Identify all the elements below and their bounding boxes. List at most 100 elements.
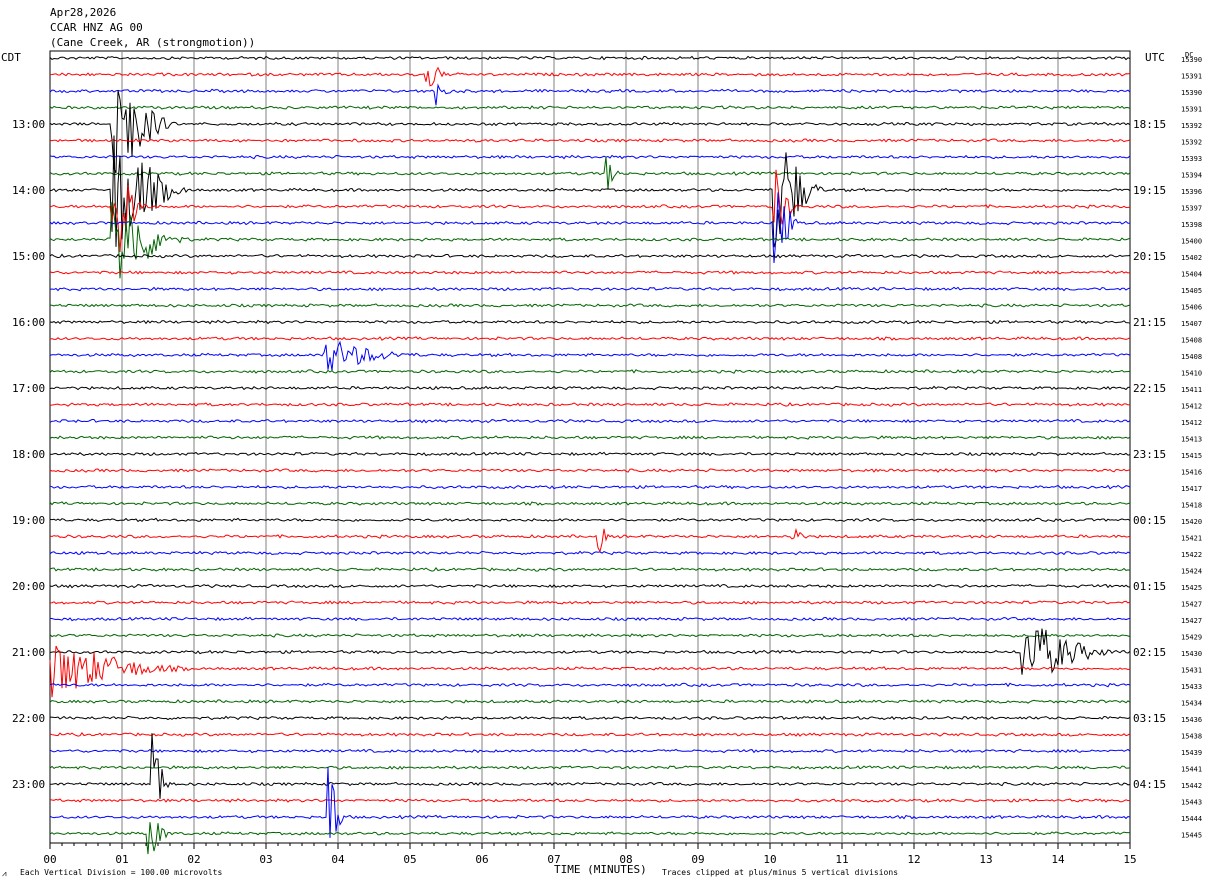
right-hour-label: 04:15 <box>1133 778 1166 791</box>
left-hour-label: 17:00 <box>12 382 45 395</box>
dc-label: 15445 <box>1181 832 1202 840</box>
dc-label: 15400 <box>1181 238 1202 246</box>
trace-line <box>49 105 1131 110</box>
dc-label: 15416 <box>1181 469 1202 477</box>
x-tick-label: 04 <box>331 853 345 866</box>
trace-line <box>49 616 1131 622</box>
dc-label: 15404 <box>1181 271 1202 279</box>
clip-note: Traces clipped at plus/minus 5 vertical … <box>662 868 898 877</box>
trace-line <box>49 154 1131 160</box>
x-tick-label: 08 <box>619 853 632 866</box>
trace-line <box>49 732 1131 737</box>
x-tick-label: 13 <box>979 853 992 866</box>
dc-label: 15408 <box>1181 337 1202 345</box>
header-date: Apr28,2026 <box>50 6 116 19</box>
x-tick-label: 03 <box>259 853 272 866</box>
x-tick-label: 11 <box>835 853 848 866</box>
trace-line <box>49 90 1131 174</box>
left-hour-label: 15:00 <box>12 250 45 263</box>
trace-line <box>49 192 1131 264</box>
trace-line <box>49 385 1131 391</box>
trace-line <box>49 628 1131 675</box>
dc-label: 15430 <box>1181 650 1202 658</box>
left-hour-label: 23:00 <box>12 778 45 791</box>
dc-label: 15439 <box>1181 749 1202 757</box>
right-hour-label: 23:15 <box>1133 448 1166 461</box>
trace-line <box>49 715 1131 721</box>
dc-label: 15443 <box>1181 799 1202 807</box>
left-hour-labels: 13:00 14:00 15:00 16:00 17:00 18:00 19:00 20:00… <box>12 118 45 791</box>
dc-label: 15413 <box>1181 436 1202 444</box>
right-timezone: UTC <box>1145 51 1165 64</box>
trace-line <box>49 633 1131 638</box>
dc-label: 15444 <box>1181 815 1202 823</box>
x-tick-label: 01 <box>115 853 128 866</box>
dc-label: 15397 <box>1181 205 1202 213</box>
x-axis-ticks: 00 01 02 03 04 05 06 07 08 09 10 11 12 13 14 15 <box>43 843 1137 866</box>
trace-line <box>49 822 1131 855</box>
trace-line <box>49 517 1131 523</box>
x-tick-label: 14 <box>1051 853 1065 866</box>
dc-label: 15412 <box>1181 419 1202 427</box>
dc-label: 15438 <box>1181 733 1202 741</box>
dc-label: 15411 <box>1181 386 1202 394</box>
vertical-gridlines <box>121 51 1059 843</box>
x-tick-label: 02 <box>187 853 200 866</box>
trace-line <box>49 550 1131 556</box>
x-tick-label: 06 <box>475 853 488 866</box>
right-hour-label: 22:15 <box>1133 382 1166 395</box>
dc-label: 15407 <box>1181 320 1202 328</box>
dc-label: 15429 <box>1181 634 1202 642</box>
trace-line <box>49 699 1131 704</box>
dc-label: 15410 <box>1181 370 1202 378</box>
dc-label: 15391 <box>1181 106 1202 114</box>
dc-label: 15390 <box>1181 89 1202 97</box>
dc-label: 15431 <box>1181 667 1202 675</box>
trace-line <box>49 451 1131 457</box>
x-axis-label: TIME (MINUTES) <box>554 863 647 876</box>
trace-line <box>49 645 1131 698</box>
dc-label: 15392 <box>1181 122 1202 130</box>
dc-label: 15442 <box>1181 782 1202 790</box>
trace-line <box>49 435 1131 440</box>
right-hour-label: 03:15 <box>1133 712 1166 725</box>
dc-header: DC <box>1185 51 1193 59</box>
left-hour-label: 20:00 <box>12 580 45 593</box>
header-station: CCAR HNZ AG 00 <box>50 21 143 34</box>
dc-label: 15421 <box>1181 535 1202 543</box>
dc-label: 15434 <box>1181 700 1202 708</box>
dc-label: 15424 <box>1181 568 1202 576</box>
trace-line <box>49 418 1131 424</box>
dc-label: 15405 <box>1181 287 1202 295</box>
x-tick-label: 05 <box>403 853 416 866</box>
dc-label: 15425 <box>1181 584 1202 592</box>
x-tick-label: 00 <box>43 853 56 866</box>
trace-line <box>49 303 1131 308</box>
right-hour-label: 02:15 <box>1133 646 1166 659</box>
left-hour-label: 18:00 <box>12 448 45 461</box>
dc-label: 15427 <box>1181 617 1202 625</box>
dc-label: 15415 <box>1181 452 1202 460</box>
dc-label: 15406 <box>1181 304 1202 312</box>
trace-line <box>49 484 1131 490</box>
x-tick-label: 09 <box>691 853 704 866</box>
trace-line <box>49 138 1131 143</box>
dc-label: 15417 <box>1181 485 1202 493</box>
left-hour-label: 22:00 <box>12 712 45 725</box>
plot-frame <box>49 50 1131 844</box>
trace-line <box>49 286 1131 292</box>
right-hour-label: 00:15 <box>1133 514 1166 527</box>
trace-line <box>49 748 1131 754</box>
x-tick-label: 15 <box>1123 853 1136 866</box>
dc-label: 15391 <box>1181 73 1202 81</box>
trace-line <box>49 169 1131 253</box>
left-hour-label: 16:00 <box>12 316 45 329</box>
dc-label: 15412 <box>1181 403 1202 411</box>
dc-label: 15418 <box>1181 502 1202 510</box>
dc-label: 15390 <box>1181 56 1202 64</box>
x-tick-label: 10 <box>763 853 776 866</box>
trace-line <box>49 135 1131 248</box>
dc-label: 15394 <box>1181 172 1202 180</box>
trace-line <box>49 369 1131 374</box>
trace-line <box>49 600 1131 605</box>
